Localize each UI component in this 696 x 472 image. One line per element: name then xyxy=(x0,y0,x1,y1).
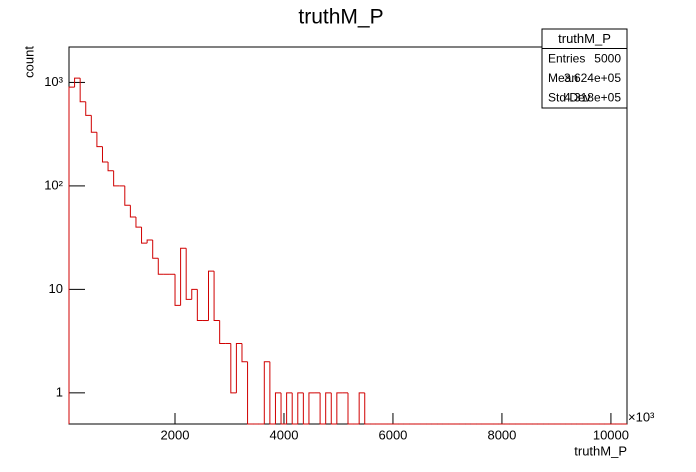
y-tick-label: 1 xyxy=(56,384,63,399)
histogram-bin xyxy=(263,361,270,424)
histogram-bin xyxy=(286,392,293,424)
histogram-bin xyxy=(129,205,136,218)
histogram-bin xyxy=(152,240,159,259)
stats-key: Entries xyxy=(548,51,585,65)
y-tick-label: 10 xyxy=(49,281,63,296)
stats-value: 4.318e+05 xyxy=(564,90,621,104)
histogram-bin xyxy=(141,227,148,244)
histogram-bin xyxy=(208,270,215,321)
histogram-bin xyxy=(319,392,326,425)
histogram-bin xyxy=(330,392,337,425)
x-tick-label: 10000 xyxy=(593,427,629,442)
histogram-bin xyxy=(308,392,315,424)
stats-value: 3.624e+05 xyxy=(564,71,621,85)
histogram-bin xyxy=(79,78,86,103)
histogram-bin xyxy=(68,86,75,424)
histogram-bin xyxy=(124,185,131,206)
histogram-bin xyxy=(157,258,164,275)
x-tick-label: 8000 xyxy=(487,427,516,442)
stats-value: 5000 xyxy=(594,51,621,65)
histogram-bin xyxy=(247,361,254,425)
histogram-bin xyxy=(90,115,97,133)
histogram-bin xyxy=(325,392,332,424)
histogram-bin xyxy=(213,271,220,322)
histogram-bin xyxy=(291,392,298,425)
histogram-bin xyxy=(219,320,226,344)
histogram-bin xyxy=(269,361,276,425)
histogram-bin xyxy=(135,217,142,228)
histogram-bin xyxy=(113,170,120,187)
stats-title: truthM_P xyxy=(558,31,611,46)
histogram-bin xyxy=(174,274,181,306)
histogram-bin xyxy=(347,392,354,425)
x-tick-label: 6000 xyxy=(378,427,407,442)
histogram-bin xyxy=(74,77,81,88)
histogram-bin xyxy=(364,392,371,425)
x-axis-label: truthM_P xyxy=(574,443,627,458)
histogram-bin xyxy=(180,247,187,306)
histogram-bin xyxy=(235,342,242,393)
y-tick-label: 10² xyxy=(44,177,63,192)
histogram-bin xyxy=(191,288,198,300)
histogram-bin xyxy=(107,162,114,172)
histogram-bin xyxy=(336,392,343,424)
histogram-bin xyxy=(358,392,365,424)
histogram-bin xyxy=(185,248,192,300)
stats-box xyxy=(541,28,628,109)
x-tick-label: 2000 xyxy=(161,427,190,442)
stats-key: Std Dev xyxy=(548,90,591,104)
y-tick-label: 10³ xyxy=(44,74,63,89)
histogram-bin xyxy=(230,343,237,394)
y-axis-label: count xyxy=(21,46,36,78)
histogram-bin xyxy=(85,101,92,116)
histogram-bin xyxy=(280,392,287,425)
chart-title: truthM_P xyxy=(298,6,383,29)
histogram-bin xyxy=(274,392,282,424)
stats-key: Mean xyxy=(548,71,578,85)
histogram-bin xyxy=(101,146,109,163)
x-tick-label: 4000 xyxy=(270,427,299,442)
x-multiplier: ×10³ xyxy=(628,409,655,424)
histogram-bin xyxy=(241,343,248,363)
histogram-bin xyxy=(146,239,153,244)
histogram-bin xyxy=(196,289,203,322)
histogram-bin xyxy=(297,392,304,424)
histogram-bin xyxy=(96,132,103,148)
histogram-bin xyxy=(302,392,309,425)
